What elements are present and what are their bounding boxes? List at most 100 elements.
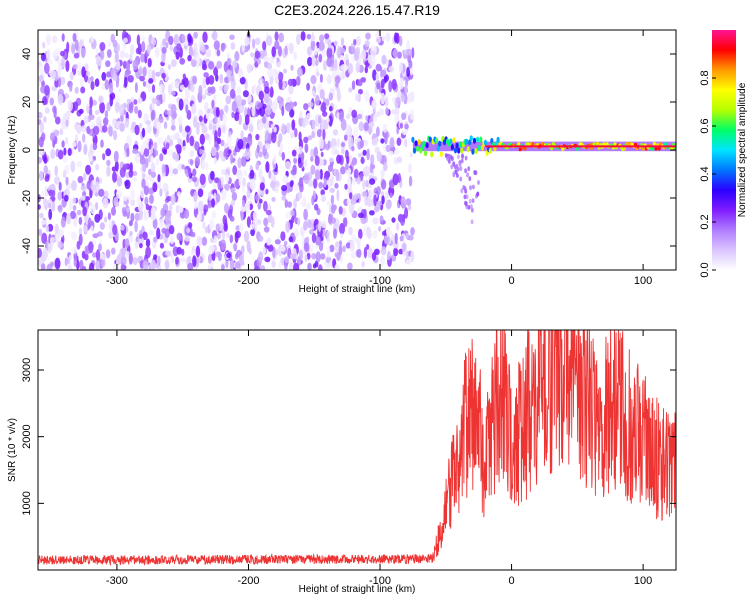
spectrogram-noise-cell (78, 233, 83, 246)
spectrogram-noise-cell (112, 171, 117, 183)
spectrogram-noise-cell (51, 86, 57, 92)
spectrogram-noise-cell (310, 164, 316, 175)
spectrogram-signal-cell (622, 146, 627, 151)
spectrogram-noise-cell (50, 148, 56, 160)
spectrogram-noise-cell (313, 127, 318, 134)
spectrogram-noise-cell (212, 30, 218, 41)
spectrogram-noise-cell (307, 135, 313, 141)
spectrogram-noise-cell (129, 230, 133, 237)
spectrogram-noise-cell (64, 257, 68, 267)
spectrogram-noise-cell (221, 168, 226, 175)
spectrogram-noise-cell (134, 220, 139, 233)
spectrogram-noise-cell (303, 208, 308, 221)
spectrogram-noise-cell (106, 49, 112, 58)
spectrogram-signal-cell (436, 145, 440, 152)
spectrogram-noise-cell (168, 35, 174, 46)
spectrogram-noise-cell (267, 244, 274, 252)
spectrogram-signal-cell (455, 142, 459, 149)
spectrogram-signal-cell (663, 142, 668, 146)
snr-line (38, 330, 676, 566)
spectrogram-noise-cell (385, 144, 391, 153)
spectrogram-noise-cell (76, 209, 82, 216)
spectrogram-noise-cell (49, 97, 54, 106)
spectrogram-noise-cell (384, 96, 389, 108)
spectrogram-noise-cell (384, 133, 388, 145)
spectrogram-tail-cell (446, 156, 449, 162)
spectrogram-noise-cell (72, 32, 77, 42)
spectrogram-noise-cell (80, 47, 86, 59)
spectrogram-noise-cell (293, 157, 298, 165)
spectrogram-noise-cell (58, 76, 62, 88)
spectrogram-noise-cell (150, 171, 157, 178)
spectrogram-noise-cell (106, 159, 111, 166)
spectrogram-noise-cell (314, 203, 319, 211)
spectrogram-noise-cell (113, 196, 119, 207)
spectrogram-noise-cell (404, 123, 409, 130)
spectrogram-noise-cell (181, 34, 186, 43)
spectrogram-noise-cell (73, 257, 78, 267)
spectrogram-noise-cell (119, 167, 126, 178)
spectrogram-noise-cell (72, 101, 79, 111)
spectrogram-noise-cell (150, 213, 157, 221)
spectrogram-noise-cell (315, 251, 321, 263)
spectrogram-noise-cell (94, 78, 100, 87)
spectrogram-noise-cell (196, 236, 203, 247)
spectrogram-x-tick-label: -300 (106, 275, 128, 287)
spectrogram-noise-cell (225, 95, 232, 105)
spectrogram-noise-cell (355, 237, 362, 245)
spectrogram-noise-cell (280, 231, 286, 242)
spectrogram-noise-cell (381, 230, 388, 237)
spectrogram-noise-cell (270, 216, 275, 228)
spectrogram-noise-cell (42, 96, 48, 106)
spectrogram-noise-cell (318, 181, 324, 189)
spectrogram-noise-cell (400, 94, 405, 103)
spectrogram-noise-cell (224, 76, 229, 84)
spectrogram-noise-cell (351, 145, 355, 152)
spectrogram-noise-cell (365, 179, 369, 188)
spectrogram-noise-cell (368, 126, 372, 135)
spectrogram-noise-cell (230, 154, 234, 164)
spectrogram-noise-cell (311, 119, 316, 130)
spectrogram-signal-cell (472, 137, 477, 144)
spectrogram-noise-cell (354, 193, 360, 200)
spectrogram-noise-cell (139, 156, 146, 165)
spectrogram-noise-cell (350, 198, 357, 205)
spectrogram-noise-cell (280, 72, 284, 79)
spectrogram-signal-cell (641, 147, 646, 151)
spectrogram-noise-cell (293, 51, 298, 60)
spectrogram-noise-cell (188, 45, 193, 58)
spectrogram-noise-cell (336, 154, 342, 164)
spectrogram-noise-cell (112, 224, 118, 236)
spectrogram-noise-cell (151, 109, 156, 120)
spectrogram-noise-cell (124, 238, 130, 248)
spectrogram-noise-cell (63, 147, 67, 156)
spectrogram-noise-cell (335, 241, 339, 248)
spectrogram-noise-cell (353, 39, 357, 46)
spectrogram-noise-cell (293, 198, 297, 210)
spectrogram-tail-cell (459, 166, 463, 172)
spectrogram-noise-cell (101, 83, 106, 90)
spectrogram-noise-cell (199, 173, 206, 185)
spectrogram-noise-cell (157, 174, 161, 183)
spectrogram-noise-cell (194, 156, 201, 167)
spectrogram-noise-cell (111, 247, 116, 255)
spectrogram-noise-cell (193, 31, 199, 39)
spectrogram-noise-cell (88, 241, 94, 254)
spectrogram-noise-cell (368, 122, 375, 128)
spectrogram-noise-cell (338, 206, 343, 215)
spectrogram-noise-cell (355, 93, 359, 102)
spectrogram-noise-cell (201, 236, 208, 246)
spectrogram-noise-cell (356, 248, 362, 258)
spectrogram-noise-cell (328, 92, 333, 101)
spectrogram-noise-cell (229, 34, 235, 40)
spectrogram-noise-cell (391, 78, 397, 91)
spectrogram-noise-cell (370, 113, 375, 121)
spectrogram-noise-cell (137, 204, 143, 212)
spectrogram-noise-cell (147, 81, 152, 93)
spectrogram-noise-cell (369, 178, 376, 185)
spectrogram-noise-cell (145, 238, 151, 248)
spectrogram-noise-cell (44, 62, 50, 74)
spectrogram-noise-cell (296, 75, 301, 86)
spectrogram-noise-cell (116, 176, 123, 187)
spectrogram-tail-cell (473, 170, 477, 175)
